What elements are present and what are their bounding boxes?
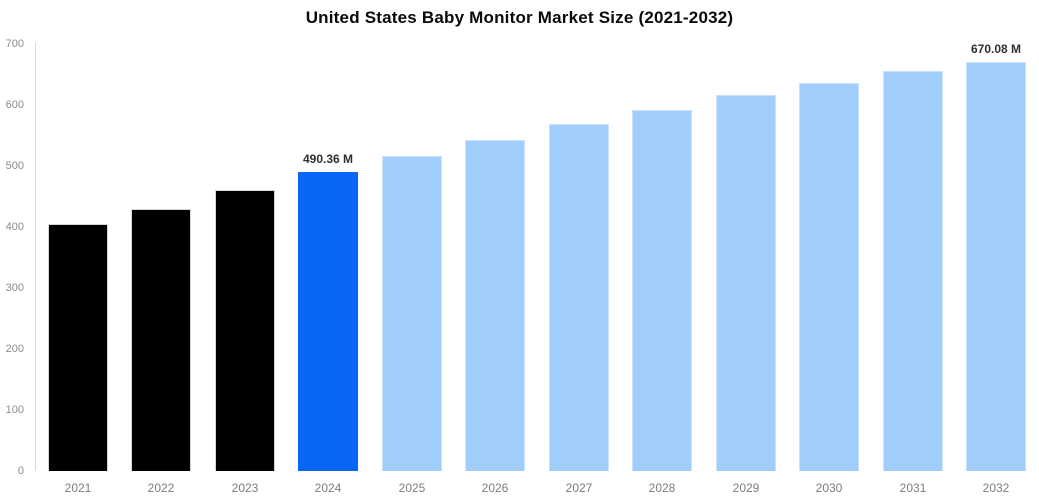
x-axis-label-2023: 2023 xyxy=(231,481,259,495)
x-axis-label-2029: 2029 xyxy=(732,481,760,495)
bar-2024 xyxy=(298,172,358,471)
y-axis-tick-label: 100 xyxy=(5,404,24,416)
bar-2029 xyxy=(716,95,776,471)
x-axis-label-2031: 2031 xyxy=(899,481,927,495)
x-axis-label-2025: 2025 xyxy=(398,481,426,495)
bar-2021 xyxy=(48,224,108,471)
bar-2025 xyxy=(382,156,442,471)
y-axis-line xyxy=(35,43,36,471)
y-axis-tick-label: 500 xyxy=(5,160,24,172)
bar-2030 xyxy=(799,83,859,471)
y-axis-tick-label: 0 xyxy=(17,465,24,477)
bar-2026 xyxy=(465,140,525,471)
x-axis-label-2024: 2024 xyxy=(314,481,342,495)
bar-2022 xyxy=(131,209,191,471)
x-axis-label-2022: 2022 xyxy=(147,481,175,495)
data-label-2032: 670.08 M xyxy=(970,42,1022,56)
y-axis-tick-label: 400 xyxy=(5,221,24,233)
chart-title: United States Baby Monitor Market Size (… xyxy=(305,8,734,27)
x-axis-label-2021: 2021 xyxy=(64,481,92,495)
y-axis-tick-label: 600 xyxy=(5,99,24,111)
bar-2032 xyxy=(966,62,1026,471)
data-label-2024: 490.36 M xyxy=(302,152,354,166)
x-axis-label-2026: 2026 xyxy=(481,481,509,495)
bar-2028 xyxy=(632,110,692,471)
y-axis-tick-label: 200 xyxy=(5,343,24,355)
x-axis-label-2032: 2032 xyxy=(982,481,1010,495)
y-axis-tick-label: 300 xyxy=(5,282,24,294)
y-axis-tick-label: 700 xyxy=(5,38,24,50)
bar-2031 xyxy=(883,71,943,471)
x-axis-label-2030: 2030 xyxy=(815,481,843,495)
bar-2023 xyxy=(215,190,275,471)
bar-2027 xyxy=(549,124,609,471)
x-axis-label-2028: 2028 xyxy=(648,481,676,495)
x-axis-label-2027: 2027 xyxy=(565,481,593,495)
